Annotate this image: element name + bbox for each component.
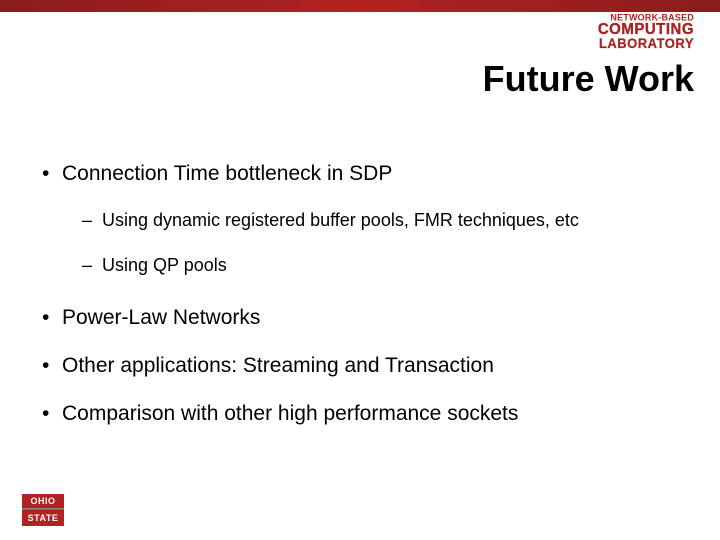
- bullet-item: Power-Law Networks: [38, 306, 696, 330]
- bullet-sub-item: Using dynamic registered buffer pools, F…: [38, 210, 696, 231]
- bullet-item: Other applications: Streaming and Transa…: [38, 354, 696, 378]
- bullet-sub-item: Using QP pools: [38, 255, 696, 276]
- ohio-logo-bottom: STATE: [22, 508, 64, 526]
- slide-title: Future Work: [483, 58, 694, 100]
- ohio-logo-top: OHIO: [22, 494, 64, 508]
- lab-logo: NETWORK-BASED COMPUTING LABORATORY: [598, 13, 694, 50]
- ohio-state-logo: OHIO STATE: [22, 494, 64, 532]
- slide-content: Connection Time bottleneck in SDP Using …: [38, 162, 696, 450]
- header-accent-bar: [0, 0, 720, 12]
- bullet-item: Connection Time bottleneck in SDP: [38, 162, 696, 186]
- lab-logo-line3: LABORATORY: [598, 37, 694, 50]
- bullet-item: Comparison with other high performance s…: [38, 402, 696, 426]
